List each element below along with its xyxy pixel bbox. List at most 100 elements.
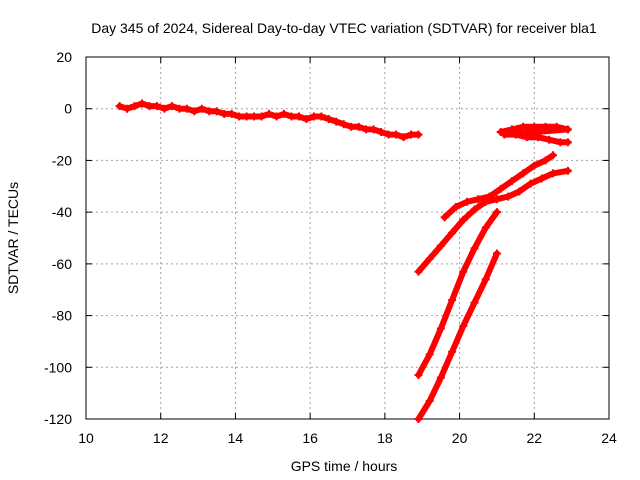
- data-point: [448, 296, 457, 305]
- data-point: [152, 102, 161, 111]
- data-point: [436, 241, 445, 250]
- data-point: [265, 109, 274, 118]
- data-point: [287, 112, 296, 121]
- data-point: [481, 223, 490, 232]
- data-point: [496, 184, 505, 193]
- data-point: [459, 321, 468, 330]
- data-point: [167, 102, 176, 111]
- plot-frame: [85, 56, 610, 420]
- data-point: [235, 112, 244, 121]
- data-point: [384, 130, 393, 139]
- data-point: [212, 107, 221, 116]
- data-point: [414, 267, 423, 276]
- data-point: [324, 115, 333, 124]
- data-point: [474, 195, 483, 204]
- data-point: [537, 174, 546, 183]
- data-point: [377, 127, 386, 136]
- data-point: [504, 192, 513, 201]
- data-point: [448, 347, 457, 356]
- data-point: [511, 130, 520, 139]
- data-point: [563, 166, 572, 175]
- data-point: [354, 122, 363, 131]
- data-point: [563, 138, 572, 147]
- x-tick-label: 18: [377, 430, 393, 446]
- data-point: [526, 179, 535, 188]
- data-point: [407, 130, 416, 139]
- data-point: [160, 104, 169, 113]
- data-point: [130, 102, 139, 111]
- series-trace-6: [415, 250, 500, 422]
- data-point: [541, 122, 550, 131]
- data-point: [440, 213, 449, 222]
- x-tick-labels: 10 12 14 16 18 20 22 24: [78, 430, 617, 446]
- y-tick-label: 20: [56, 49, 72, 65]
- data-point: [541, 156, 550, 165]
- data-point: [425, 254, 434, 263]
- data-point: [175, 104, 184, 113]
- data-point: [470, 244, 479, 253]
- data-point: [332, 117, 341, 126]
- data-point: [481, 275, 490, 284]
- data-point: [470, 298, 479, 307]
- data-point: [250, 112, 259, 121]
- data-point: [317, 112, 326, 121]
- data-point: [459, 215, 468, 224]
- data-point: [242, 112, 251, 121]
- data-point: [182, 104, 191, 113]
- x-tick-label: 24: [601, 430, 617, 446]
- data-point: [347, 122, 356, 131]
- data-point: [492, 249, 501, 258]
- data-point: [548, 169, 557, 178]
- data-point: [272, 112, 281, 121]
- data-point: [436, 324, 445, 333]
- y-tick-label: -20: [52, 152, 72, 168]
- data-point: [545, 135, 554, 144]
- data-point: [492, 195, 501, 204]
- data-point: [369, 125, 378, 134]
- data-point: [436, 373, 445, 382]
- y-tick-label: -120: [44, 411, 72, 427]
- data-point: [425, 350, 434, 359]
- y-tick-label: -100: [44, 359, 72, 375]
- data-point: [500, 130, 509, 139]
- data-point: [414, 371, 423, 380]
- data-point: [279, 109, 288, 118]
- data-point: [556, 138, 565, 147]
- y-axis-label: SDTVAR / TECUs: [5, 182, 21, 294]
- data-point: [257, 112, 266, 121]
- data-point: [522, 133, 531, 142]
- data-point: [507, 177, 516, 186]
- data-point: [227, 109, 236, 118]
- data-point: [302, 115, 311, 124]
- data-point: [530, 122, 539, 131]
- chart-title: Day 345 of 2024, Sidereal Day-to-day VTE…: [91, 20, 597, 36]
- data-point: [548, 151, 557, 160]
- data-point: [519, 169, 528, 178]
- data-point: [145, 102, 154, 111]
- data-point: [392, 130, 401, 139]
- data-point: [448, 228, 457, 237]
- y-tick-label: -60: [52, 256, 72, 272]
- tick-marks: [85, 56, 610, 420]
- data-point: [414, 130, 423, 139]
- data-point: [507, 125, 516, 134]
- data-point: [197, 104, 206, 113]
- data-point: [294, 112, 303, 121]
- data-point: [399, 133, 408, 142]
- x-tick-label: 10: [78, 430, 94, 446]
- data-point: [552, 122, 561, 131]
- data-point: [534, 133, 543, 142]
- data-point: [309, 112, 318, 121]
- x-tick-label: 16: [302, 430, 318, 446]
- data-point: [519, 122, 528, 131]
- data-point: [339, 120, 348, 129]
- x-tick-label: 12: [153, 430, 169, 446]
- y-tick-label: -80: [52, 308, 72, 324]
- data-point: [530, 161, 539, 170]
- data-point: [515, 187, 524, 196]
- data-point: [563, 125, 572, 134]
- data-point: [463, 197, 472, 206]
- x-tick-label: 14: [228, 430, 244, 446]
- data-point: [190, 107, 199, 116]
